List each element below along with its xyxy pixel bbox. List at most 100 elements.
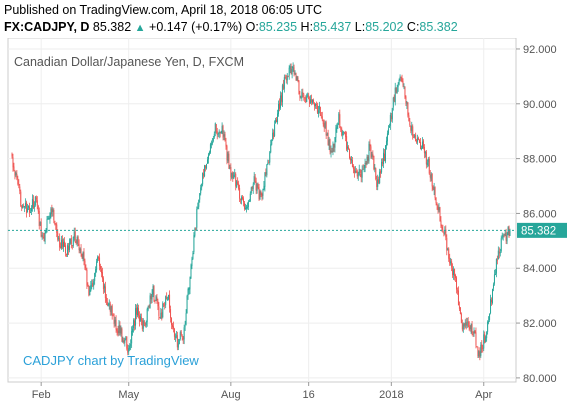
candle: [328, 136, 330, 151]
candle-body: [103, 285, 105, 289]
candle-body: [363, 169, 365, 170]
candle: [69, 238, 71, 245]
candle-body: [424, 151, 426, 154]
candle: [428, 156, 430, 175]
candle: [169, 290, 171, 313]
candle-body: [335, 127, 337, 138]
candle-body: [139, 316, 141, 321]
candle: [502, 233, 504, 241]
x-tick-label: Feb: [32, 389, 51, 401]
candle-body: [182, 337, 184, 340]
candle-body: [26, 202, 28, 214]
candle: [409, 117, 411, 127]
candle: [459, 306, 461, 315]
candle: [206, 163, 208, 170]
candle-body: [407, 102, 409, 116]
candle-body: [269, 152, 271, 163]
candle-body: [137, 308, 139, 316]
candle-body: [342, 131, 344, 135]
candle-body: [133, 320, 135, 329]
candle-body: [275, 120, 277, 124]
candle: [268, 159, 270, 164]
candle-body: [368, 143, 370, 162]
y-tick-label: 84.000: [523, 263, 557, 275]
candle: [439, 206, 441, 222]
candle-body: [65, 254, 67, 256]
candle-body: [251, 187, 253, 189]
candle: [468, 321, 470, 331]
candle-body: [105, 297, 107, 302]
candle-body: [334, 137, 336, 148]
candle-body: [143, 321, 145, 325]
candle: [111, 304, 113, 320]
candle: [366, 154, 368, 166]
candle: [485, 335, 487, 343]
candle: [426, 159, 428, 168]
candle: [336, 123, 338, 133]
candle-body: [171, 324, 173, 327]
candle-body: [282, 84, 284, 89]
candle: [155, 295, 157, 302]
candle: [450, 258, 452, 266]
watermark[interactable]: CADJPY chart by TradingView: [23, 353, 199, 368]
candle-body: [141, 320, 143, 330]
high-value: 85.437: [313, 20, 352, 34]
candle: [187, 287, 189, 300]
candle-body: [271, 139, 273, 145]
candle-body: [488, 320, 490, 323]
candle: [109, 301, 111, 316]
candle-body: [249, 193, 251, 202]
candle-body: [365, 163, 367, 164]
candle: [420, 145, 422, 151]
candle-body: [469, 327, 471, 330]
candle: [29, 207, 31, 214]
candle: [227, 151, 229, 163]
close-label: C:: [406, 20, 420, 34]
candle-body: [136, 307, 137, 315]
candle-body: [414, 135, 416, 137]
candle-body: [81, 253, 83, 259]
candle-body: [418, 138, 420, 140]
candle: [13, 162, 15, 172]
candle-body: [232, 172, 234, 178]
candle: [370, 144, 372, 159]
candle-body: [176, 335, 178, 348]
candle: [163, 303, 165, 308]
candle: [114, 316, 116, 327]
candle: [116, 328, 118, 336]
candle-body: [214, 123, 216, 134]
candle-body: [458, 306, 460, 309]
candle-body: [499, 251, 501, 254]
candle: [168, 294, 170, 301]
candle: [273, 129, 275, 140]
candle: [220, 130, 222, 134]
candle-body: [309, 99, 311, 104]
candle: [299, 90, 301, 101]
candle: [458, 301, 460, 312]
candle: [173, 327, 175, 340]
candle-body: [199, 193, 201, 200]
candle-body: [106, 301, 108, 306]
candle-body: [47, 217, 49, 219]
candle: [207, 156, 209, 164]
candle-body: [316, 105, 318, 113]
candle: [483, 330, 485, 352]
candle-body: [295, 73, 297, 81]
candle: [417, 134, 419, 145]
candle-body: [265, 172, 267, 175]
candle: [231, 172, 233, 180]
candle: [186, 294, 188, 314]
candle-body: [386, 133, 388, 142]
candle: [306, 93, 308, 103]
candle: [29, 202, 31, 218]
candle: [254, 173, 256, 183]
candle-body: [446, 237, 448, 251]
candle-body: [18, 183, 20, 186]
plot-area[interactable]: [7, 38, 517, 383]
candle-body: [431, 173, 433, 187]
candle: [373, 155, 375, 171]
price-chart[interactable]: 92.000 90.000 88.000 86.000 84.000 82.000 80.0…: [0, 38, 571, 407]
candle: [489, 313, 491, 322]
candle: [26, 200, 28, 218]
candle: [85, 264, 87, 271]
